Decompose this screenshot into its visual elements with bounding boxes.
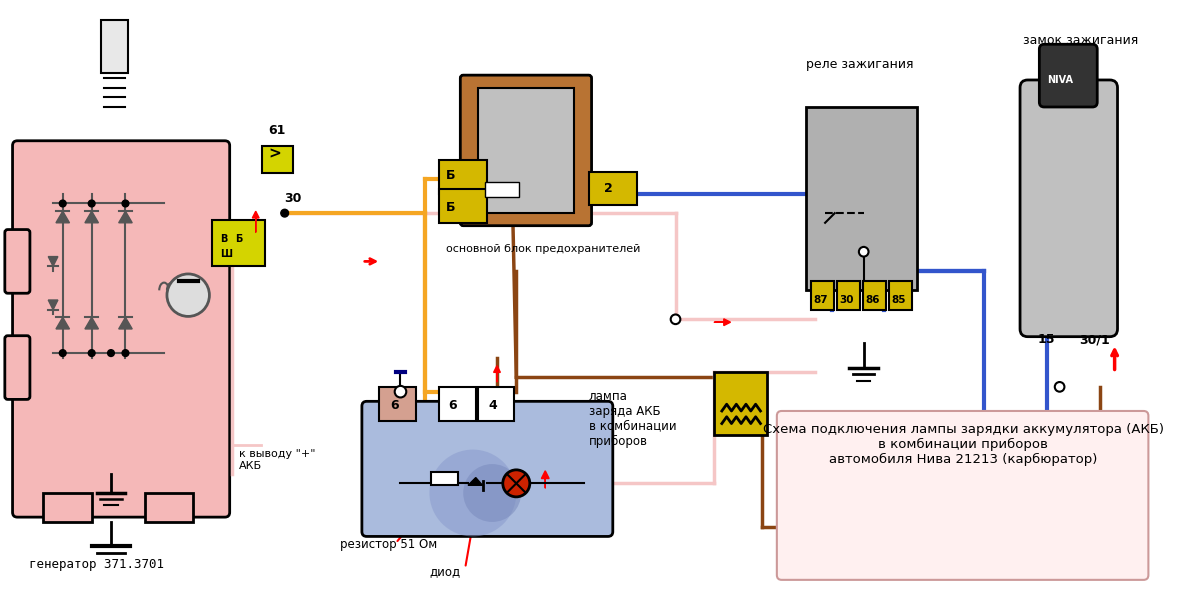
- Polygon shape: [468, 478, 482, 485]
- FancyBboxPatch shape: [5, 230, 30, 293]
- FancyArrow shape: [493, 365, 500, 382]
- Text: лампа
заряда АКБ
в комбинации
приборов: лампа заряда АКБ в комбинации приборов: [589, 389, 677, 448]
- Bar: [714, 373, 767, 435]
- Text: 87: 87: [814, 295, 828, 305]
- Bar: [863, 281, 886, 310]
- Circle shape: [463, 464, 521, 522]
- Text: 6: 6: [390, 399, 398, 412]
- Text: >: >: [269, 146, 281, 161]
- Circle shape: [859, 247, 869, 257]
- Text: 86: 86: [865, 295, 880, 305]
- Text: 30: 30: [284, 191, 302, 205]
- Text: Б: Б: [446, 169, 455, 182]
- Bar: [43, 493, 91, 522]
- Circle shape: [122, 350, 128, 356]
- Circle shape: [1055, 382, 1064, 392]
- Circle shape: [671, 314, 680, 324]
- Circle shape: [89, 350, 95, 356]
- Text: к выводу "+"
АКБ: к выводу "+" АКБ: [239, 449, 316, 471]
- Text: 2: 2: [604, 182, 613, 195]
- Polygon shape: [85, 317, 98, 329]
- Circle shape: [108, 350, 114, 356]
- Bar: [439, 189, 487, 223]
- Circle shape: [281, 209, 288, 217]
- FancyBboxPatch shape: [12, 141, 229, 517]
- Text: Ш: Ш: [220, 248, 232, 259]
- Text: 6: 6: [448, 399, 456, 412]
- FancyBboxPatch shape: [1020, 80, 1117, 337]
- Bar: [836, 281, 860, 310]
- Bar: [379, 387, 416, 421]
- Text: генератор 371.3701: генератор 371.3701: [29, 558, 164, 571]
- Polygon shape: [48, 300, 58, 310]
- Text: 4: 4: [488, 399, 497, 412]
- FancyBboxPatch shape: [1039, 44, 1097, 107]
- Bar: [478, 88, 574, 213]
- Text: В: В: [220, 234, 228, 244]
- Bar: [263, 146, 293, 173]
- Text: Б: Б: [235, 234, 242, 244]
- Bar: [486, 182, 520, 197]
- FancyBboxPatch shape: [461, 75, 592, 226]
- Circle shape: [89, 200, 95, 207]
- Text: основной блок предохранителей: основной блок предохранителей: [446, 244, 641, 254]
- Bar: [212, 220, 265, 266]
- Text: 15: 15: [1038, 334, 1055, 346]
- Circle shape: [59, 350, 66, 356]
- FancyBboxPatch shape: [362, 401, 613, 536]
- Polygon shape: [119, 317, 132, 329]
- Polygon shape: [48, 257, 58, 266]
- FancyBboxPatch shape: [5, 336, 30, 400]
- Bar: [431, 472, 458, 485]
- Bar: [811, 281, 834, 310]
- Text: 30/1: 30/1: [1079, 334, 1110, 346]
- Bar: [806, 107, 917, 290]
- Text: резистор 51 Ом: резистор 51 Ом: [340, 538, 437, 551]
- Text: Схема подключения лампы зарядки аккумулятора (АКБ)
в комбинации приборов
автомоб: Схема подключения лампы зарядки аккумуля…: [763, 423, 1164, 466]
- Bar: [439, 387, 475, 421]
- Text: диод: диод: [430, 565, 461, 578]
- Polygon shape: [119, 211, 132, 223]
- Circle shape: [503, 470, 530, 497]
- Circle shape: [167, 274, 210, 316]
- FancyArrow shape: [541, 471, 550, 488]
- Text: 61: 61: [269, 124, 286, 137]
- Bar: [889, 281, 912, 310]
- Text: NIVA: NIVA: [1048, 75, 1073, 85]
- Bar: [478, 387, 515, 421]
- Circle shape: [59, 200, 66, 207]
- Polygon shape: [56, 317, 70, 329]
- Circle shape: [395, 386, 407, 397]
- Text: реле зажигания: реле зажигания: [806, 58, 913, 71]
- Polygon shape: [56, 211, 70, 223]
- Bar: [589, 172, 637, 205]
- Text: 30: 30: [840, 295, 854, 305]
- Text: замок зажигания: замок зажигания: [1022, 34, 1138, 47]
- Bar: [101, 20, 128, 73]
- Bar: [145, 493, 193, 522]
- Text: Б: Б: [446, 201, 455, 214]
- Circle shape: [122, 200, 128, 207]
- FancyArrow shape: [714, 319, 731, 326]
- Text: 85: 85: [892, 295, 906, 305]
- Bar: [439, 160, 487, 194]
- FancyBboxPatch shape: [776, 411, 1148, 580]
- FancyArrow shape: [252, 211, 259, 232]
- Polygon shape: [85, 211, 98, 223]
- Circle shape: [430, 449, 516, 536]
